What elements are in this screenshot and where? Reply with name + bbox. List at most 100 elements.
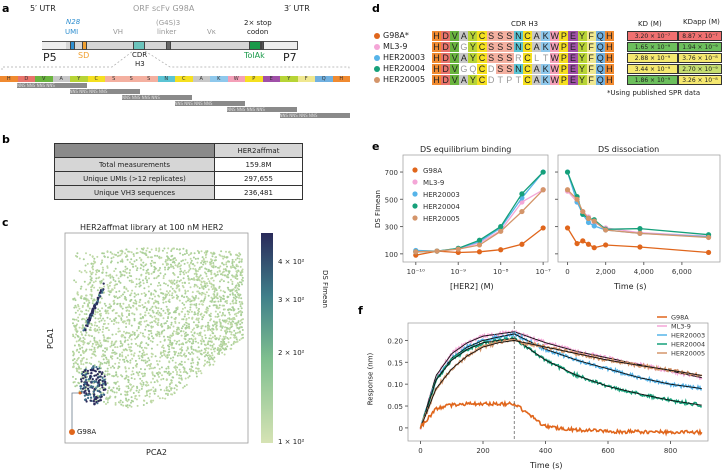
scatter-point [141, 352, 144, 355]
scatter-point [142, 265, 145, 268]
variant-color-dot [374, 65, 380, 72]
scatter-point [179, 351, 182, 354]
high-signal-point [82, 329, 85, 332]
data-point-HER20004 [540, 169, 546, 175]
scatter-point [180, 343, 183, 346]
scatter-point [167, 344, 169, 347]
scatter-point [103, 336, 106, 339]
scatter-point [148, 277, 150, 280]
zoom-lines [1, 50, 350, 70]
scatter-point [90, 356, 93, 359]
scatter-point [193, 278, 196, 281]
scatter-point [219, 321, 222, 324]
scatter-point [130, 251, 133, 254]
scatter-point [142, 268, 145, 271]
scatter-point [147, 384, 150, 387]
scatter-point [101, 355, 103, 358]
scatter-point [227, 288, 230, 291]
scatter-point [128, 367, 130, 370]
scatter-point [216, 293, 219, 296]
scatter-point [143, 287, 146, 290]
data-point-HER20005 [540, 187, 546, 193]
scatter-point [142, 316, 145, 319]
scatter-point [78, 382, 80, 385]
scatter-point [224, 268, 227, 271]
scatter-point [171, 294, 173, 297]
scatter-point [85, 288, 88, 291]
scatter-point [117, 327, 120, 330]
scatter-point [237, 288, 240, 291]
scatter-point [134, 299, 137, 302]
scatter-point [231, 258, 234, 261]
scatter-point [135, 300, 138, 303]
scatter-point [131, 357, 134, 360]
scatter-point [229, 336, 232, 339]
residue: C [522, 31, 533, 41]
residue: Y [468, 31, 478, 41]
scatter-point [219, 335, 222, 337]
high-signal-point [83, 391, 86, 394]
residue: K [541, 31, 551, 41]
scatter-point [226, 265, 228, 268]
panel-label-a: a [2, 2, 10, 15]
data-point-HER20005 [455, 246, 461, 252]
scatter-point [98, 310, 101, 312]
residue: H [604, 64, 614, 74]
high-signal-point [89, 399, 92, 402]
scatter-point [96, 346, 99, 349]
scatter-point [144, 361, 147, 364]
scatter-point [113, 299, 115, 302]
scatter-point [213, 297, 216, 299]
scatter-point [232, 302, 235, 305]
scatter-point [108, 373, 111, 376]
scatter-point [242, 336, 244, 339]
scatter-point [162, 275, 165, 277]
scatter-point [236, 291, 239, 294]
scatter-point [182, 371, 185, 374]
scatter-point [151, 340, 154, 343]
scatter-point [201, 315, 204, 318]
scatter-point [173, 350, 176, 353]
scatter-point [233, 334, 236, 337]
scatter-point [219, 300, 222, 303]
scatter-point [230, 278, 232, 281]
scatter-point [196, 249, 199, 252]
high-signal-point [101, 291, 104, 294]
scatter-point [176, 331, 179, 334]
scatter-point [115, 274, 118, 277]
high-signal-point [90, 369, 93, 372]
high-signal-point [90, 372, 93, 375]
scatter-point [198, 358, 201, 361]
scatter-point [139, 267, 142, 270]
residue: T [495, 75, 505, 85]
residue: H [604, 53, 614, 63]
y-tick-label: 0.20 [387, 337, 403, 345]
scatter-point [222, 268, 225, 271]
scatter-point [134, 265, 137, 268]
variant-color-dot [374, 32, 380, 39]
f-ylabel: Response (nm) [366, 352, 375, 406]
scatter-point [117, 251, 120, 254]
scatter-point [112, 386, 115, 389]
scatter-point [171, 334, 174, 337]
scatter-point [111, 365, 114, 368]
scatter-point [118, 401, 121, 404]
scatter-point [211, 346, 214, 349]
scatter-point [167, 313, 170, 316]
scatter-point [108, 282, 111, 285]
scatter-point [125, 370, 127, 373]
scatter-point [170, 323, 173, 326]
scatter-point [212, 284, 215, 287]
scatter-point [133, 292, 136, 295]
scatter-point [90, 277, 93, 280]
high-signal-point [95, 366, 98, 369]
scatter-point [103, 291, 106, 294]
high-signal-point [98, 395, 101, 398]
scatter-point [106, 340, 108, 343]
scatter-point [229, 293, 232, 296]
scatter-point [93, 298, 96, 301]
scatter-point [180, 360, 183, 363]
scatter-point [105, 362, 108, 365]
scatter-point [233, 336, 236, 339]
scatter-point [155, 317, 158, 320]
